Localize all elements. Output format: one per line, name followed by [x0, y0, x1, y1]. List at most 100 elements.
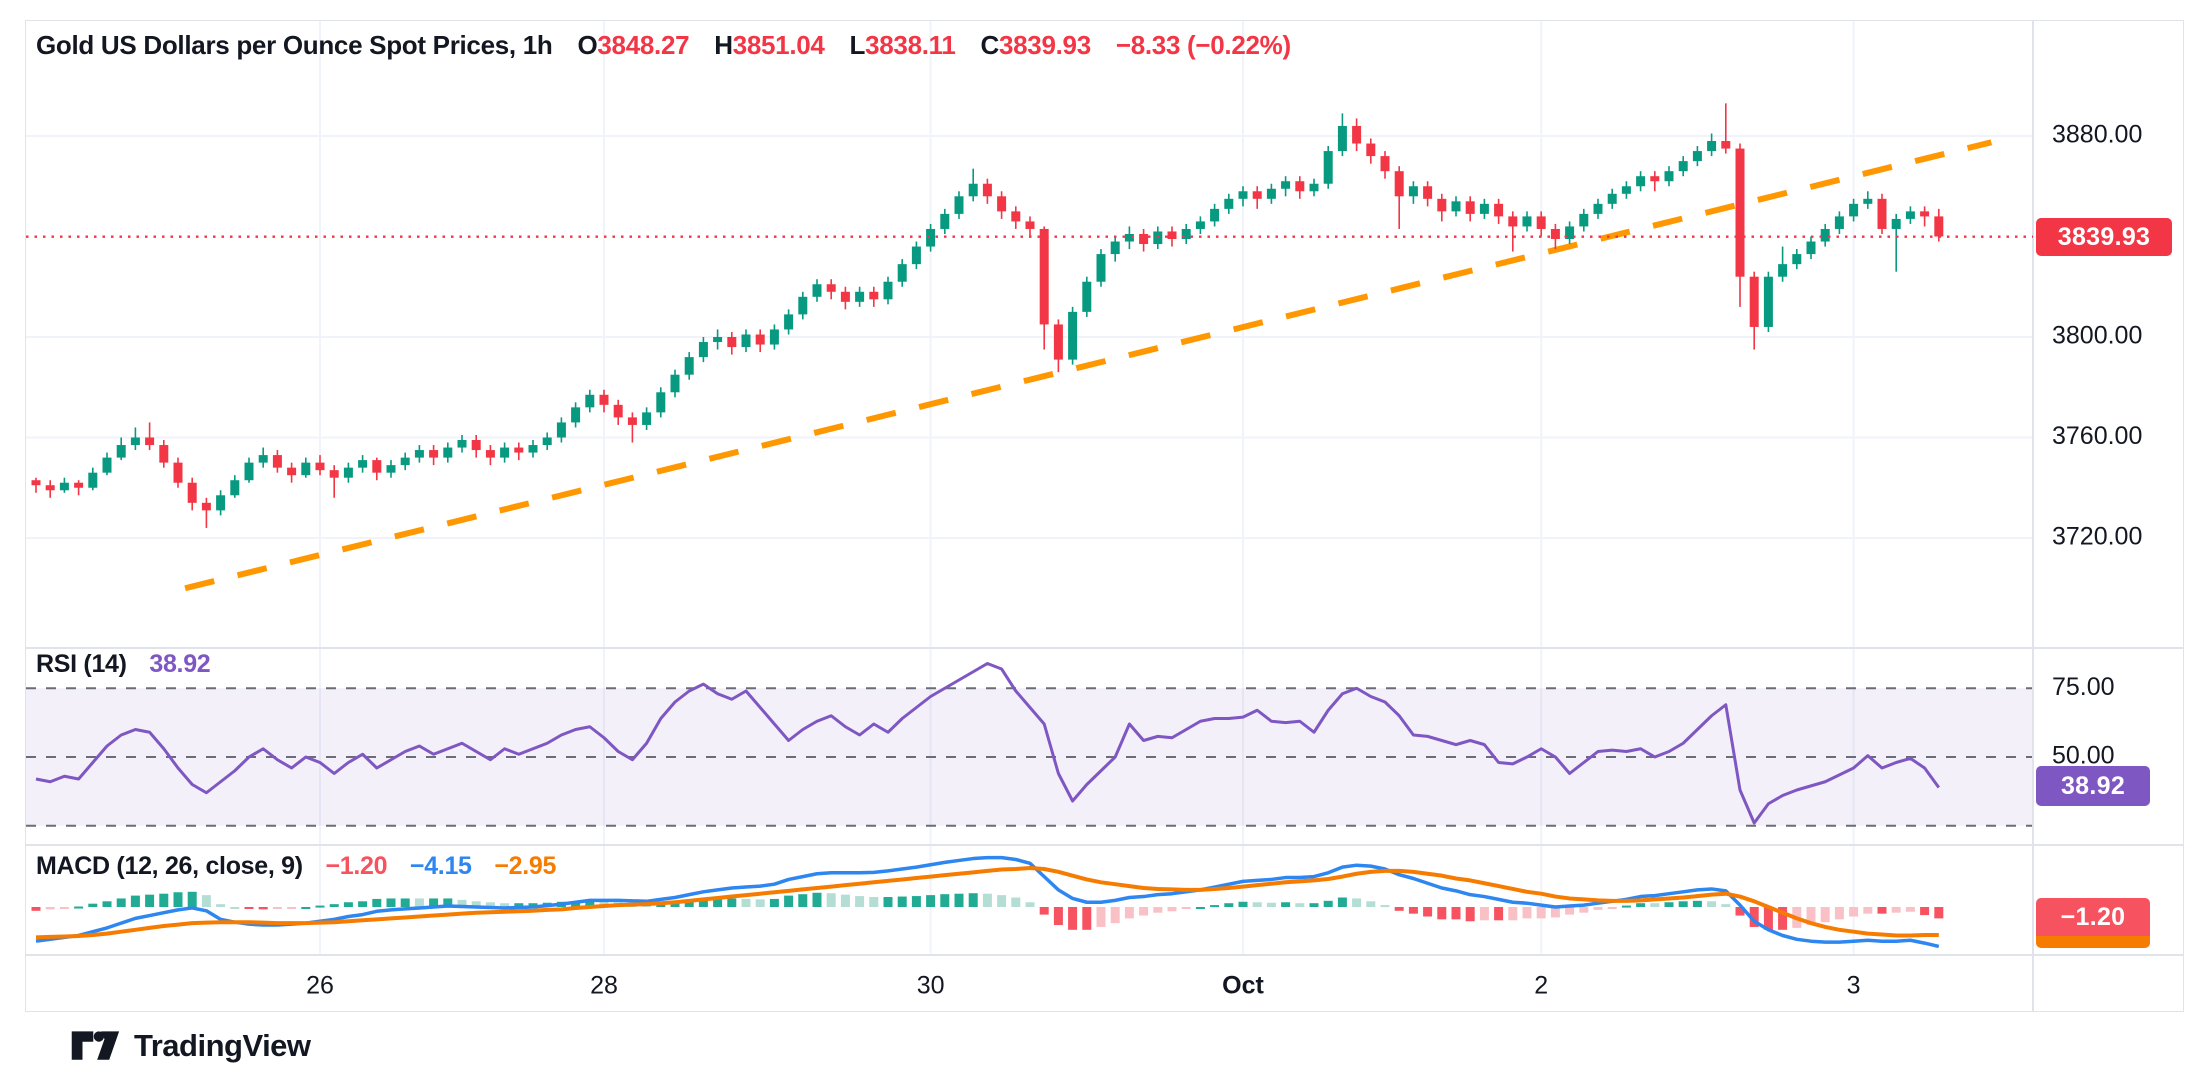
candle-body[interactable]: [343, 467, 353, 478]
candle-body[interactable]: [1281, 181, 1291, 189]
candle-body[interactable]: [585, 394, 595, 408]
candle-body[interactable]: [1494, 203, 1504, 217]
candle-body[interactable]: [1891, 218, 1901, 229]
candle-body[interactable]: [1834, 216, 1844, 229]
candle-body[interactable]: [1323, 151, 1333, 184]
candle-body[interactable]: [216, 495, 226, 511]
candle-body[interactable]: [1366, 143, 1376, 157]
candle-body[interactable]: [528, 445, 538, 453]
candle-body[interactable]: [713, 337, 723, 343]
candle-body[interactable]: [1266, 188, 1276, 199]
candle-body[interactable]: [230, 480, 240, 496]
candle-body[interactable]: [784, 314, 794, 330]
candle-body[interactable]: [1408, 186, 1418, 197]
candle-body[interactable]: [954, 196, 964, 214]
candle-body[interactable]: [1536, 216, 1546, 229]
candle-body[interactable]: [755, 334, 765, 345]
candle-body[interactable]: [627, 417, 637, 425]
candle-body[interactable]: [74, 482, 84, 488]
candle-body[interactable]: [1735, 148, 1745, 277]
candle-body[interactable]: [1210, 208, 1220, 222]
rsi-axis-label[interactable]: 75.00: [2052, 673, 2115, 701]
candle-body[interactable]: [1749, 276, 1759, 327]
candle-body[interactable]: [1252, 191, 1262, 199]
candle-body[interactable]: [1707, 141, 1717, 152]
candle-body[interactable]: [59, 482, 69, 491]
candle-body[interactable]: [400, 457, 410, 466]
candle-body[interactable]: [244, 462, 254, 481]
candle-body[interactable]: [599, 394, 609, 405]
candle-body[interactable]: [1082, 281, 1092, 312]
candle-body[interactable]: [1621, 186, 1631, 194]
candle-body[interactable]: [1295, 181, 1305, 192]
price-axis-label[interactable]: 3880.00: [2052, 121, 2142, 149]
candle-body[interactable]: [31, 480, 41, 486]
candle-body[interactable]: [1905, 211, 1915, 219]
candle-body[interactable]: [88, 472, 98, 488]
candle-body[interactable]: [1678, 161, 1688, 172]
candle-body[interactable]: [1721, 141, 1731, 149]
price-axis-label[interactable]: 3720.00: [2052, 523, 2142, 551]
candle-body[interactable]: [1763, 276, 1773, 327]
candle-body[interactable]: [386, 465, 396, 473]
time-axis-label[interactable]: 3: [1847, 972, 1861, 1000]
candle-body[interactable]: [258, 455, 268, 463]
candle-body[interactable]: [1650, 176, 1660, 182]
candle-body[interactable]: [1465, 201, 1475, 214]
candle-body[interactable]: [1792, 254, 1802, 265]
time-axis-label[interactable]: 2: [1534, 972, 1548, 1000]
candle-body[interactable]: [982, 183, 992, 197]
candle-body[interactable]: [145, 437, 155, 446]
candle-body[interactable]: [1110, 241, 1120, 255]
candle-body[interactable]: [187, 482, 197, 503]
candle-body[interactable]: [1238, 191, 1248, 199]
candle-body[interactable]: [1423, 186, 1433, 199]
candle-body[interactable]: [812, 284, 822, 297]
candle-body[interactable]: [1508, 216, 1518, 227]
rsi-axis-label[interactable]: 50.00: [2052, 742, 2115, 770]
candle-body[interactable]: [329, 470, 339, 478]
candle-body[interactable]: [429, 450, 439, 458]
candle-body[interactable]: [116, 445, 126, 458]
candle-body[interactable]: [1778, 264, 1788, 277]
candle-body[interactable]: [940, 213, 950, 229]
candle-body[interactable]: [485, 450, 495, 458]
candle-body[interactable]: [883, 281, 893, 300]
candle-body[interactable]: [1636, 176, 1646, 187]
candle-body[interactable]: [613, 404, 623, 418]
candle-body[interactable]: [315, 462, 325, 471]
candle-body[interactable]: [670, 374, 680, 393]
candle-body[interactable]: [656, 392, 666, 413]
candle-body[interactable]: [1053, 324, 1063, 360]
candle-body[interactable]: [301, 462, 311, 476]
candle-body[interactable]: [1394, 171, 1404, 197]
candle-body[interactable]: [1309, 183, 1319, 192]
candle-body[interactable]: [1025, 221, 1035, 229]
candle-body[interactable]: [201, 502, 211, 511]
trendline-drawing[interactable]: [184, 139, 1993, 592]
candle-body[interactable]: [1352, 125, 1362, 144]
rsi-line[interactable]: [35, 662, 1941, 825]
candle-body[interactable]: [855, 291, 865, 302]
candle-body[interactable]: [500, 447, 510, 458]
price-axis-label[interactable]: 3760.00: [2052, 422, 2142, 450]
candle-body[interactable]: [1068, 311, 1078, 360]
candle-body[interactable]: [642, 412, 652, 425]
candle-body[interactable]: [968, 183, 978, 197]
candle-body[interactable]: [684, 357, 694, 375]
candle-body[interactable]: [443, 447, 453, 458]
candle-body[interactable]: [1224, 198, 1234, 209]
candle-body[interactable]: [287, 467, 297, 476]
time-axis-label[interactable]: Oct: [1222, 972, 1264, 1000]
time-axis-label[interactable]: 30: [917, 972, 945, 1000]
candle-body[interactable]: [1522, 216, 1532, 227]
candle-body[interactable]: [556, 422, 566, 438]
tradingview-brand-text[interactable]: TradingView: [134, 1028, 311, 1063]
candle-body[interactable]: [1565, 226, 1575, 240]
candle-body[interactable]: [869, 291, 879, 300]
price-axis-label[interactable]: 3800.00: [2052, 322, 2142, 350]
candle-body[interactable]: [414, 450, 424, 458]
candle-body[interactable]: [471, 440, 481, 451]
tradingview-logo-icon[interactable]: [70, 1026, 120, 1066]
